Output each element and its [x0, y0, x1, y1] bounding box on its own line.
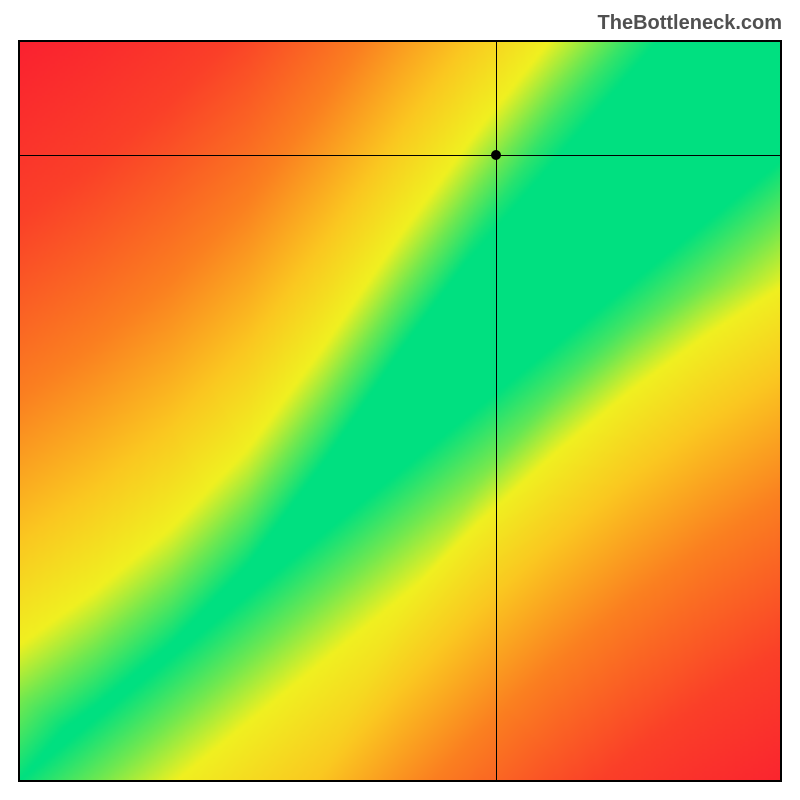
watermark-text: TheBottleneck.com — [598, 12, 782, 35]
heatmap-canvas — [18, 40, 782, 782]
selection-marker-dot[interactable] — [491, 150, 501, 160]
bottleneck-heatmap-chart — [18, 40, 782, 782]
crosshair-horizontal-line — [18, 155, 782, 156]
